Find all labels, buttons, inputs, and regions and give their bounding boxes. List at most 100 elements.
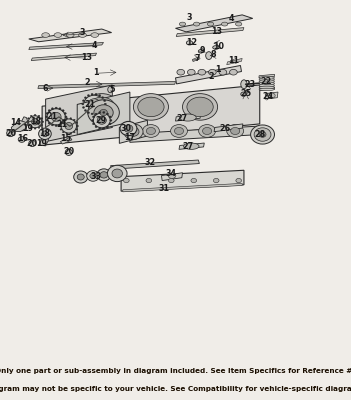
Polygon shape [259, 87, 274, 91]
Ellipse shape [66, 118, 68, 119]
Ellipse shape [84, 97, 86, 98]
Polygon shape [130, 126, 260, 142]
Ellipse shape [76, 129, 78, 130]
Text: 23: 23 [244, 80, 256, 90]
Ellipse shape [95, 126, 97, 128]
Ellipse shape [66, 133, 68, 134]
Ellipse shape [106, 126, 108, 128]
Ellipse shape [42, 33, 49, 37]
Ellipse shape [99, 112, 101, 114]
Ellipse shape [95, 94, 97, 95]
Polygon shape [176, 66, 241, 84]
Text: 2: 2 [84, 78, 90, 87]
Ellipse shape [102, 97, 104, 98]
Ellipse shape [133, 94, 168, 120]
Ellipse shape [76, 122, 78, 123]
Ellipse shape [51, 112, 61, 121]
Ellipse shape [65, 116, 67, 118]
Text: 19: 19 [37, 138, 48, 148]
Ellipse shape [241, 80, 247, 89]
Ellipse shape [254, 128, 271, 141]
Polygon shape [227, 58, 242, 65]
Ellipse shape [259, 86, 274, 89]
Polygon shape [111, 160, 199, 169]
Ellipse shape [70, 133, 72, 134]
Ellipse shape [183, 94, 218, 120]
Ellipse shape [91, 113, 93, 115]
Ellipse shape [124, 178, 129, 183]
Polygon shape [39, 134, 48, 146]
Text: 17: 17 [124, 133, 135, 142]
Ellipse shape [138, 97, 164, 117]
Ellipse shape [82, 100, 85, 102]
Ellipse shape [62, 119, 64, 121]
Ellipse shape [46, 119, 48, 121]
Ellipse shape [41, 118, 43, 119]
Text: 3: 3 [80, 28, 85, 37]
Text: 27: 27 [176, 114, 187, 123]
Text: 25: 25 [240, 89, 251, 98]
Ellipse shape [259, 80, 274, 83]
Text: 13: 13 [81, 53, 93, 62]
Ellipse shape [42, 121, 44, 122]
Ellipse shape [59, 125, 61, 127]
Ellipse shape [32, 118, 39, 125]
Text: Only one part or sub-assembly in diagram included. See Item Specifics for Refere: Only one part or sub-assembly in diagram… [0, 368, 351, 374]
Text: 4: 4 [229, 14, 234, 23]
Ellipse shape [177, 69, 185, 75]
Ellipse shape [112, 169, 122, 178]
Ellipse shape [109, 116, 111, 118]
Ellipse shape [7, 130, 14, 137]
Ellipse shape [79, 33, 86, 37]
Text: Diagram may not be specific to your vehicle. See Compatibility for vehicle-speci: Diagram may not be specific to your vehi… [0, 386, 351, 392]
Ellipse shape [230, 69, 237, 75]
Ellipse shape [251, 125, 274, 144]
Polygon shape [123, 183, 242, 192]
Polygon shape [77, 92, 130, 134]
Ellipse shape [259, 132, 266, 137]
Ellipse shape [174, 128, 184, 134]
Text: 12: 12 [186, 38, 197, 47]
Ellipse shape [88, 97, 115, 117]
Ellipse shape [51, 124, 53, 126]
Text: 19: 19 [22, 124, 33, 133]
Ellipse shape [62, 132, 64, 133]
Ellipse shape [93, 123, 95, 125]
Ellipse shape [34, 114, 36, 116]
Ellipse shape [95, 113, 97, 115]
Ellipse shape [93, 113, 110, 128]
Ellipse shape [104, 100, 106, 102]
Ellipse shape [54, 33, 62, 37]
Text: 20: 20 [5, 129, 16, 138]
Ellipse shape [87, 171, 99, 181]
Text: 29: 29 [95, 116, 107, 125]
Text: 28: 28 [255, 130, 266, 139]
Ellipse shape [77, 125, 79, 127]
Polygon shape [176, 28, 244, 36]
Ellipse shape [65, 149, 72, 156]
Ellipse shape [107, 165, 127, 182]
Ellipse shape [55, 125, 57, 126]
Ellipse shape [41, 124, 43, 126]
Polygon shape [192, 57, 200, 62]
Ellipse shape [29, 140, 36, 146]
Ellipse shape [259, 84, 274, 87]
Ellipse shape [106, 113, 108, 115]
Ellipse shape [93, 116, 95, 118]
Polygon shape [121, 170, 244, 191]
Polygon shape [29, 29, 112, 42]
Ellipse shape [267, 93, 275, 98]
Ellipse shape [90, 173, 96, 178]
Ellipse shape [259, 82, 274, 85]
Text: 1: 1 [216, 65, 221, 74]
Text: 22: 22 [260, 77, 272, 86]
Text: 26: 26 [219, 124, 230, 133]
Ellipse shape [245, 90, 249, 93]
Text: 9: 9 [200, 46, 205, 55]
Text: 20: 20 [27, 138, 38, 148]
Ellipse shape [104, 106, 106, 108]
Text: 34: 34 [166, 169, 177, 178]
Text: 21: 21 [84, 100, 95, 108]
Ellipse shape [171, 125, 187, 137]
Ellipse shape [62, 122, 64, 124]
